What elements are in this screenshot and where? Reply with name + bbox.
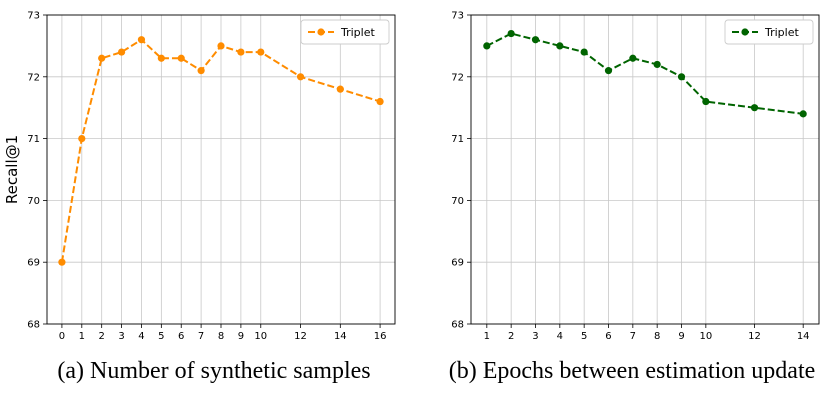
x-tick-label: 14 [334, 331, 347, 342]
data-point [799, 110, 807, 118]
x-tick-label: 4 [138, 331, 144, 342]
x-tick-label: 10 [699, 331, 712, 342]
data-point [117, 48, 126, 56]
y-tick-label: 68 [27, 320, 40, 331]
x-tick-label: 14 [797, 331, 810, 342]
data-point [257, 48, 265, 56]
data-point [58, 258, 66, 266]
x-tick-label: 12 [748, 331, 761, 342]
x-tick-label: 5 [158, 331, 164, 342]
x-tick-label: 3 [532, 331, 538, 342]
x-tick-label: 1 [79, 331, 85, 342]
y-tick-label: 71 [27, 134, 40, 145]
data-point [296, 73, 305, 81]
x-tick-label: 5 [581, 331, 587, 342]
figure-caption: (b) Epochs between estimation update [449, 358, 816, 384]
x-tick-label: 9 [238, 331, 244, 342]
y-tick-label: 72 [27, 72, 40, 83]
data-point [237, 48, 245, 56]
y-tick-label: 70 [27, 196, 40, 207]
data-point [604, 67, 613, 75]
data-point [98, 54, 106, 62]
x-tick-label: 8 [654, 331, 660, 342]
figure-caption: (a) Number of synthetic samples [57, 358, 370, 384]
data-point [336, 85, 344, 93]
x-tick-label: 2 [98, 331, 104, 342]
y-tick-label: 69 [27, 258, 40, 269]
x-tick-label: 1 [484, 331, 490, 342]
data-point [507, 29, 515, 38]
x-tick-label: 7 [630, 331, 636, 342]
x-tick-label: 12 [294, 331, 307, 342]
data-point [677, 73, 686, 81]
x-tick-label: 16 [374, 331, 387, 342]
legend-label: Triplet [340, 26, 375, 39]
data-point [750, 104, 759, 112]
legend-label: Triplet [764, 26, 799, 39]
data-point [376, 97, 384, 106]
data-point [217, 42, 225, 50]
y-tick-label: 72 [451, 72, 464, 83]
x-tick-label: 9 [678, 331, 684, 342]
data-point [137, 36, 146, 44]
y-tick-label: 70 [451, 196, 464, 207]
data-point [702, 97, 710, 106]
y-axis-label: Recall@1 [3, 135, 21, 204]
series-line [486, 32, 804, 115]
y-tick-label: 68 [451, 320, 464, 331]
y-tick-label: 73 [451, 11, 464, 22]
x-tick-label: 6 [178, 331, 184, 342]
legend-marker [741, 28, 749, 36]
x-tick-label: 8 [218, 331, 224, 342]
legend-box [300, 19, 390, 45]
legend-marker [317, 28, 325, 36]
legend-box [724, 19, 814, 45]
chart-a: 0 1 2 3 4 5 6 7 8 9 10 12 14 16686970717273Recall@1Tr… [3, 11, 396, 384]
data-point [483, 42, 491, 50]
y-tick-label: 71 [451, 134, 464, 145]
data-point [531, 36, 540, 44]
plot-frame [470, 14, 820, 325]
x-tick-label: 0 [59, 331, 65, 342]
x-tick-label: 6 [605, 331, 611, 342]
data-point [629, 54, 637, 62]
data-point [580, 48, 588, 56]
data-point [653, 60, 661, 69]
x-tick-label: 7 [198, 331, 204, 342]
data-point [78, 135, 86, 143]
x-tick-label: 2 [508, 331, 514, 342]
x-tick-label: 3 [118, 331, 124, 342]
data-point [177, 54, 185, 62]
data-point [157, 54, 165, 62]
data-point [556, 42, 564, 50]
x-tick-label: 10 [254, 331, 267, 342]
data-point [197, 67, 205, 75]
y-tick-label: 69 [451, 258, 464, 269]
y-tick-label: 73 [27, 11, 40, 22]
x-tick-label: 4 [557, 331, 563, 342]
